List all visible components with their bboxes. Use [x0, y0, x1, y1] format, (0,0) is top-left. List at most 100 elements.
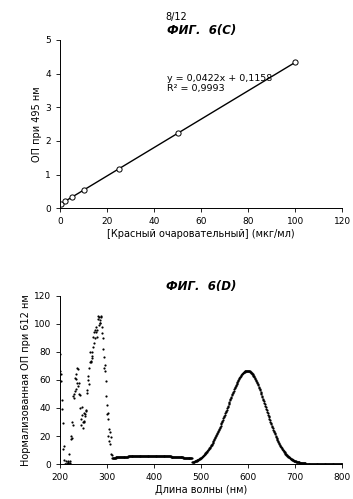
- Point: [212, 435, 218, 443]
- Point: [133, 452, 139, 460]
- Point: [188, 454, 194, 462]
- Point: [115, 453, 121, 461]
- Point: [261, 396, 266, 404]
- Point: [303, 460, 308, 468]
- Point: [121, 453, 127, 461]
- Point: [257, 385, 262, 393]
- Point: [310, 460, 316, 468]
- Point: [126, 453, 132, 461]
- Point: [130, 452, 136, 460]
- Point: [177, 453, 183, 461]
- Point: [125, 453, 131, 461]
- Point: [309, 460, 315, 468]
- Point: [64, 460, 70, 468]
- Point: [167, 453, 173, 461]
- Point: [162, 452, 167, 460]
- Point: [61, 442, 67, 450]
- Point: [209, 440, 215, 448]
- Point: [193, 457, 198, 465]
- Point: [205, 446, 211, 454]
- Point: [103, 392, 109, 400]
- Point: [314, 460, 320, 468]
- Point: [95, 312, 101, 320]
- Point: [218, 421, 224, 429]
- Point: [283, 450, 288, 458]
- Point: [283, 451, 289, 459]
- Point: [196, 456, 201, 464]
- Point: [102, 367, 108, 375]
- Point: [253, 376, 259, 384]
- Point: [85, 376, 91, 384]
- Point: [324, 460, 330, 468]
- Point: [127, 453, 132, 461]
- Point: [271, 428, 277, 436]
- Point: [60, 405, 65, 413]
- Point: [197, 454, 203, 462]
- Point: [142, 452, 148, 460]
- Point: [90, 333, 96, 341]
- Point: [175, 453, 181, 461]
- Point: [286, 453, 291, 461]
- Point: [237, 374, 242, 382]
- Point: [203, 449, 209, 457]
- Point: [91, 339, 97, 347]
- Point: [282, 449, 288, 457]
- Point: [194, 457, 200, 465]
- Point: [311, 460, 317, 468]
- Point: [78, 416, 84, 424]
- Point: [57, 350, 63, 358]
- Point: [198, 454, 204, 462]
- Point: [141, 452, 146, 460]
- Point: [198, 454, 204, 462]
- Point: [258, 388, 263, 396]
- Point: [317, 460, 323, 468]
- Point: [249, 369, 255, 377]
- Point: [190, 458, 196, 466]
- Point: [171, 453, 177, 461]
- Point: [116, 165, 122, 173]
- Point: [86, 380, 91, 388]
- Point: [192, 458, 197, 466]
- Point: [250, 370, 255, 378]
- Point: [238, 372, 244, 380]
- Point: [149, 452, 155, 460]
- Point: [206, 445, 211, 453]
- Point: [148, 452, 154, 460]
- Point: [302, 460, 307, 468]
- Point: [222, 409, 228, 417]
- Point: [223, 408, 228, 416]
- Point: [303, 460, 309, 468]
- Point: [209, 441, 214, 449]
- Point: [288, 455, 293, 463]
- Point: [232, 383, 238, 391]
- Point: [160, 452, 166, 460]
- Point: [282, 449, 287, 457]
- Point: [317, 460, 322, 468]
- Point: [109, 454, 115, 462]
- Point: [184, 454, 190, 462]
- Point: [88, 358, 94, 366]
- Point: [245, 367, 251, 375]
- Point: [83, 410, 88, 418]
- Point: [144, 452, 149, 460]
- Point: [164, 452, 170, 460]
- Point: [182, 454, 187, 462]
- Point: [118, 453, 123, 461]
- Point: [333, 460, 338, 468]
- Point: [307, 460, 312, 468]
- Point: [179, 454, 185, 462]
- Point: [114, 454, 120, 462]
- Point: [92, 334, 98, 342]
- Point: [315, 460, 321, 468]
- Point: [66, 460, 72, 468]
- Point: [193, 457, 199, 465]
- Point: [238, 371, 244, 379]
- Point: [60, 420, 66, 428]
- Point: [271, 427, 276, 435]
- Point: [60, 445, 66, 453]
- Point: [184, 454, 190, 462]
- Point: [329, 460, 334, 468]
- Point: [151, 452, 156, 460]
- Point: [173, 453, 179, 461]
- Point: [224, 404, 230, 412]
